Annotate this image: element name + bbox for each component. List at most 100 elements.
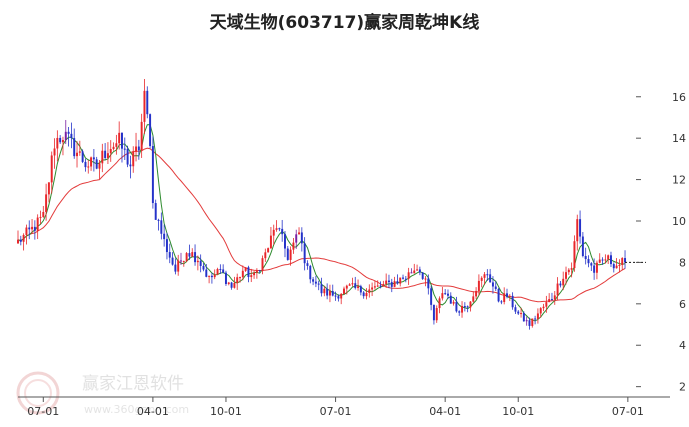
candle-body [472,296,475,302]
y-tick-label: 6 [679,298,686,311]
candle-body [565,272,568,279]
candle-body [151,146,154,204]
candle-body [531,318,534,326]
candle-body [314,281,317,284]
candle-body [25,227,28,235]
candle-body [50,155,53,183]
candle-body [359,286,362,293]
y-tick-label: 2 [679,381,686,394]
candle-body [416,269,419,271]
x-tick-label: 04-01 [137,405,169,418]
long-moving-average-line [17,147,626,303]
candle-body [371,287,374,290]
candle-body [92,157,95,160]
candle-body [90,157,93,167]
candle-body [452,301,455,304]
candle-body [427,278,430,289]
watermark-url: www.360gann.com [84,403,189,416]
candle-body [362,292,365,297]
candle-body [47,182,50,195]
candle-body [351,283,354,285]
candle-body [289,249,292,260]
candle-body [185,253,188,261]
candle-body [528,320,531,326]
candle-body [590,263,593,266]
candle-body [542,306,545,309]
candle-body [320,284,323,294]
candle-body [67,131,70,134]
candle-body [503,293,506,302]
candle-body [281,228,284,235]
candle-body [514,307,517,312]
candle-body [430,288,433,305]
candle-body [194,252,197,263]
candle-body [312,279,315,282]
candle-body [258,270,261,272]
candle-body [438,298,441,309]
y-tick-label: 16 [672,91,686,104]
candle-layer [17,79,646,330]
candle-body [149,114,152,147]
candle-body [466,306,469,308]
candle-body [483,274,486,278]
candle-body [334,295,337,297]
candle-body [410,272,413,274]
x-tick-label: 10-01 [210,405,242,418]
candle-body [506,293,508,297]
candle-body [455,301,458,312]
candle-body [101,150,104,164]
candle-body [247,267,250,278]
x-axis: 07-01 04-01 10-01 07-01 04-01 10-01 07-01 [27,397,644,418]
candle-body [413,270,416,274]
candle-body [28,227,31,230]
candle-body [33,226,36,231]
candle-body [255,270,258,273]
candle-body [309,265,312,280]
candle-body [165,239,168,253]
candle-body [444,293,447,295]
candle-body [387,280,390,283]
candle-body [486,274,489,276]
candle-body [219,268,222,270]
candle-body [402,277,405,279]
candle-body [188,253,191,257]
candle-body [109,149,112,154]
candle-body [562,278,565,286]
candle-body [298,232,301,235]
candle-body [253,272,256,276]
watermark-name: 赢家江恩软件 [82,374,184,394]
candle-body [343,288,345,294]
candle-body [421,272,424,279]
candle-body [61,140,64,143]
candle-body [95,159,98,169]
candle-body [123,148,126,150]
candle-body [191,252,194,257]
candle-body [500,301,503,303]
candle-body [182,260,185,262]
candle-body [53,148,56,156]
candle-body [87,166,90,168]
candle-body [446,293,449,296]
candle-body [135,146,138,152]
candle-body [382,284,385,287]
candle-body [340,293,343,299]
candle-body [39,216,42,218]
candle-body [78,151,81,153]
candle-body [70,133,73,139]
candle-body [233,283,236,288]
candle-body [118,132,121,144]
candle-body [584,256,587,260]
candle-body [157,219,160,221]
candle-body [239,277,242,279]
candle-body [393,281,396,287]
y-tick-label: 8 [679,256,686,269]
candle-body [545,302,548,307]
candle-body [129,164,132,167]
candle-body [104,150,107,158]
candle-body [615,265,618,269]
candle-body [432,304,435,321]
chart-title: 天域生物(603717)赢家周乾坤K线 [209,13,480,33]
candle-body [216,268,219,275]
candle-body [208,275,211,277]
candle-body [331,291,334,296]
